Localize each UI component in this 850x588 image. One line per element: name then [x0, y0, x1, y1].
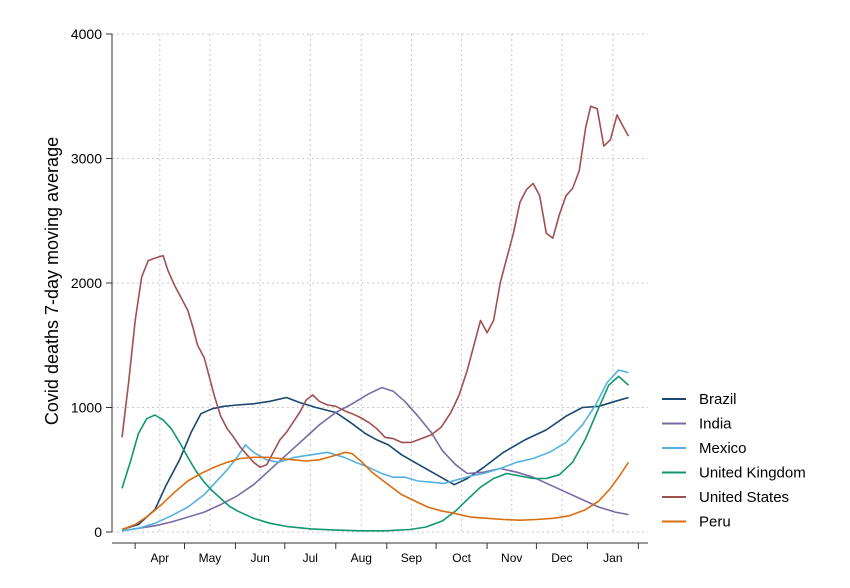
- x-tick-label: Sep: [401, 551, 423, 565]
- series-line-mexico: [121, 369, 629, 532]
- x-tick-label: Jun: [250, 551, 269, 565]
- y-tick-label: 2000: [71, 275, 102, 291]
- x-tick-label: Nov: [501, 551, 522, 565]
- x-tick-label: Apr: [150, 551, 169, 565]
- series-line-brazil: [121, 396, 629, 531]
- legend-label: India: [699, 416, 732, 433]
- legend-label: Mexico: [699, 440, 747, 457]
- series-line-united-states: [121, 105, 630, 469]
- series-lines: [121, 105, 630, 532]
- legend-label: Brazil: [699, 391, 737, 408]
- x-tick-label: Oct: [452, 551, 471, 565]
- x-tick-label: Aug: [351, 551, 372, 565]
- x-tick-label: Jul: [303, 551, 318, 565]
- series-line-india: [121, 386, 629, 532]
- legend-label: United States: [699, 489, 789, 506]
- grid-lines: [112, 33, 648, 533]
- y-tick-label: 1000: [71, 400, 102, 416]
- y-tick-label: 0: [94, 524, 102, 540]
- y-ticks: 0 1000 2000 3000 4000: [71, 26, 112, 540]
- x-ticks: Apr May Jun Jul Aug Sep Oct Nov Dec Jan: [134, 543, 639, 565]
- legend-label: Peru: [699, 514, 731, 531]
- series-line-peru: [121, 451, 630, 531]
- y-axis-title: Covid deaths 7-day moving average: [42, 137, 62, 425]
- y-tick-label: 3000: [71, 151, 102, 167]
- series-line-united-kingdom: [121, 375, 630, 532]
- x-tick-label: Dec: [551, 551, 572, 565]
- x-tick-label: May: [199, 551, 222, 565]
- legend: Brazil India Mexico United Kingdom United St…: [662, 391, 806, 531]
- legend-label: United Kingdom: [699, 465, 806, 482]
- x-tick-label: Jan: [603, 551, 622, 565]
- y-tick-label: 4000: [71, 26, 102, 42]
